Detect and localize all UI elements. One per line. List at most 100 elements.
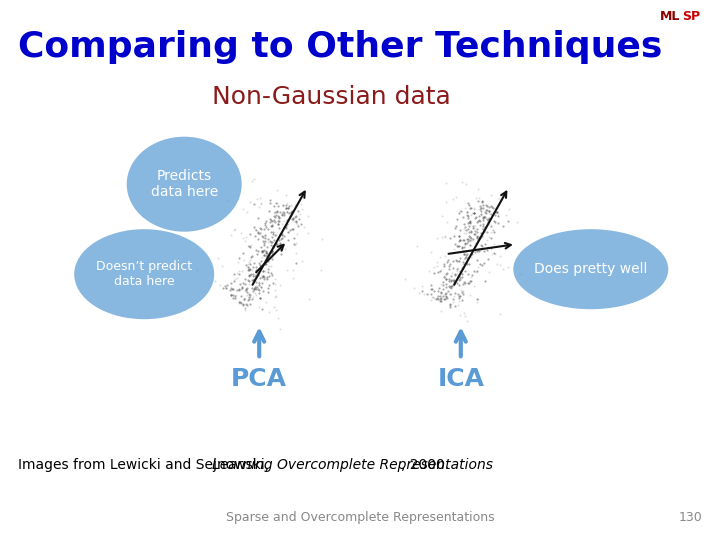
Point xyxy=(250,226,261,235)
Point xyxy=(438,262,450,271)
Point xyxy=(456,243,467,252)
Point xyxy=(446,282,458,291)
Point xyxy=(481,228,492,237)
Point xyxy=(415,281,427,290)
Point xyxy=(272,216,284,225)
Point xyxy=(479,277,490,286)
Point xyxy=(253,286,264,294)
Point xyxy=(212,254,223,262)
Point xyxy=(266,220,278,229)
Point xyxy=(458,263,469,272)
Point xyxy=(264,262,275,271)
Point xyxy=(469,222,481,231)
Point xyxy=(435,294,446,302)
Point xyxy=(237,205,248,213)
Text: ML: ML xyxy=(660,10,680,23)
Point xyxy=(260,260,271,268)
Point xyxy=(276,211,287,219)
Point xyxy=(292,221,304,230)
Point xyxy=(238,294,250,303)
Point xyxy=(272,313,284,322)
Point xyxy=(473,247,485,255)
Point xyxy=(460,226,472,235)
Point xyxy=(254,224,266,232)
Point xyxy=(438,290,450,299)
Point xyxy=(240,233,251,242)
Point xyxy=(255,229,266,238)
Point xyxy=(263,224,274,233)
Point xyxy=(492,210,503,219)
Text: Non-Gaussian data: Non-Gaussian data xyxy=(212,85,451,109)
Point xyxy=(457,247,469,256)
Point xyxy=(263,238,274,247)
Point xyxy=(431,293,443,302)
Point xyxy=(253,303,264,312)
Point xyxy=(459,267,471,276)
Point xyxy=(274,235,285,244)
Point xyxy=(269,293,280,301)
Point xyxy=(276,210,287,218)
Point xyxy=(412,242,423,251)
Point xyxy=(248,293,259,302)
Point xyxy=(227,291,238,299)
Point xyxy=(457,287,469,295)
Point xyxy=(230,275,241,284)
Point xyxy=(277,207,289,216)
Point xyxy=(436,307,447,315)
Point xyxy=(261,275,272,284)
Point xyxy=(469,226,480,235)
Point xyxy=(456,264,468,272)
Point xyxy=(235,284,247,293)
Point xyxy=(229,269,240,278)
Point xyxy=(485,210,497,219)
Point xyxy=(462,239,473,247)
Point xyxy=(488,217,500,226)
Point xyxy=(282,204,293,212)
Point xyxy=(260,217,271,225)
Point xyxy=(244,300,256,308)
Point xyxy=(274,217,285,225)
Point xyxy=(237,300,248,308)
Point xyxy=(251,267,262,276)
Point xyxy=(480,223,491,232)
Point xyxy=(459,243,470,252)
Point xyxy=(459,204,470,213)
Point xyxy=(464,241,476,249)
Point xyxy=(230,225,241,233)
Point xyxy=(456,288,468,296)
Point xyxy=(503,204,514,213)
Text: Sparse and Overcomplete Representations: Sparse and Overcomplete Representations xyxy=(225,511,495,524)
Point xyxy=(453,290,464,299)
Point xyxy=(239,236,251,245)
Point xyxy=(453,257,464,266)
Point xyxy=(262,234,274,243)
Point xyxy=(472,217,484,226)
Point xyxy=(459,222,471,231)
Point xyxy=(450,222,462,231)
Point xyxy=(271,199,283,207)
Point xyxy=(481,236,492,245)
Point xyxy=(265,222,276,231)
Point xyxy=(256,264,267,272)
Point xyxy=(282,228,294,237)
Point xyxy=(265,241,276,249)
Point xyxy=(247,263,258,272)
Point xyxy=(446,276,457,285)
Point xyxy=(483,207,495,215)
Point xyxy=(467,224,478,233)
Point xyxy=(400,275,411,284)
Point xyxy=(246,240,257,249)
Point xyxy=(244,198,256,206)
Point xyxy=(255,262,266,271)
Point xyxy=(244,256,256,265)
Point xyxy=(439,233,451,241)
Point xyxy=(240,285,251,293)
Point xyxy=(289,212,301,221)
Point xyxy=(472,185,484,194)
Point xyxy=(464,237,476,245)
Point xyxy=(456,269,468,278)
Point xyxy=(220,281,231,290)
Point xyxy=(456,178,468,187)
Point xyxy=(464,277,476,286)
Point xyxy=(484,214,495,223)
